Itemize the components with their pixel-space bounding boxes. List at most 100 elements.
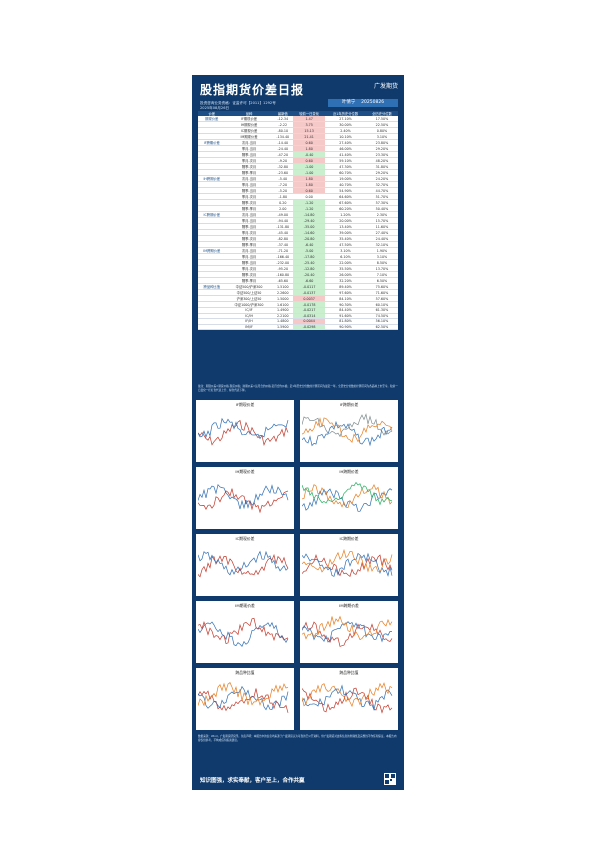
cell-chg: 1.80 [293, 181, 326, 188]
cell-p1: 54.90% [325, 187, 366, 194]
cell-chg: -1.20 [293, 199, 326, 206]
cell-chg: 0.0044 [293, 318, 326, 325]
cell-group: IH跨期价差 [198, 175, 226, 182]
series-line [302, 553, 393, 577]
cell-name: 隔季-次月 [225, 271, 273, 278]
chart-title: IC期现价差 [235, 536, 255, 541]
table-row: 隔季-季月 -23.60 -1.00 60.70% 29.20% [198, 169, 398, 176]
cell-v: 1.5100 [272, 283, 294, 290]
cell-name: 沪深300/上证50 [225, 295, 273, 302]
cell-chg: -6.60 [293, 277, 326, 284]
series-line [302, 417, 393, 444]
cell-pa: 29.20% [365, 169, 398, 176]
cell-p1: 19.00% [325, 175, 366, 182]
table-row: 季月-次月 -1.80 0.00 64.60% 51.70% [198, 193, 398, 200]
cell-pa: 44.70% [365, 187, 398, 194]
report-date: 20250826 [361, 100, 385, 105]
cell-group [198, 151, 226, 158]
cell-pa: 48.20% [365, 157, 398, 164]
cell-name: 中证1000/沪深300 [225, 301, 273, 308]
report-sheet: 股指期货价差日报 广发期货 投资咨询业务资格：证监许可【2011】1292号 2… [192, 75, 404, 790]
cell-v: 2.2100 [272, 313, 294, 320]
col-header: 近1年历史分位数 [325, 111, 366, 116]
cell-p1: 97.60% [325, 289, 366, 296]
cell-pa: 8.50% [365, 259, 398, 266]
chart-panel: IC跨期价差 [300, 534, 398, 596]
chart-plot [198, 550, 289, 578]
cell-p1: 40.70% [325, 181, 366, 188]
series-line [198, 488, 289, 514]
chart-plot [302, 615, 393, 647]
cell-v: -80.10 [272, 127, 294, 134]
cell-group [198, 307, 226, 314]
cell-pa: 0.80% [365, 127, 398, 134]
cell-name: IF/IH [225, 318, 273, 325]
cell-name: 季月-当月 [225, 253, 273, 260]
meta-line-2: 2025年08月26日 [200, 106, 230, 110]
series-line [198, 688, 289, 713]
table-row: 跨品种比值 中证500/沪深300 1.5100 -0.0117 89.40% 75.60… [198, 283, 398, 290]
report-title: 股指期货价差日报 [200, 83, 305, 97]
table-row: IC/IH 2.2100 -0.0314 91.60% 74.50% [198, 313, 398, 320]
cell-v: -160.80 [272, 271, 294, 278]
cell-name: 次月-当月 [225, 247, 273, 254]
cell-pa: 71.60% [365, 289, 398, 296]
cell-name: 季月-次月 [225, 265, 273, 272]
table-row: 季月-当月 -7.20 1.80 40.70% 32.70% [198, 181, 398, 188]
series-line [302, 621, 392, 643]
cell-chg: 15.13 [293, 127, 326, 134]
cell-name: 中证500/上证50 [225, 289, 273, 296]
table-row: 隔季-次月 -160.80 -20.40 26.00% 7.10% [198, 271, 398, 278]
cell-pa: 23.30% [365, 151, 398, 158]
cell-p1: 22.00% [325, 259, 366, 266]
chart-title: IH期现价差 [235, 469, 255, 474]
cell-p1: 60.70% [325, 169, 366, 176]
slogan: 知识图强，求实奉献，客户至上，合作共赢 [200, 778, 305, 784]
table-header-row: 价差 品种 最新值 较前一日变化 近1年历史分位数 全历史分位数 [198, 111, 398, 116]
chart-panel: IM跨期价差 [300, 601, 398, 663]
col-header: 品种 [225, 111, 273, 116]
cell-group [198, 253, 226, 260]
cell-chg: -35.00 [293, 223, 326, 230]
series-line [198, 682, 289, 707]
cell-p1: 35.40% [325, 235, 366, 242]
cell-p1: 60.20% [325, 205, 366, 212]
cell-group [198, 199, 226, 206]
cell-v: -166.40 [272, 253, 294, 260]
table-row: 季月-当月 -166.40 -17.80 6.10% 3.10% [198, 253, 398, 260]
chart-plot [198, 417, 289, 446]
table-row: IH期现价差 -2.22 3.75 30.00% 22.50% [198, 121, 398, 128]
cell-pa: 17.50% [365, 116, 398, 122]
cell-group [198, 277, 226, 284]
cell-v: 1.6100 [272, 301, 294, 308]
chart-title: IH跨期价差 [339, 469, 359, 474]
cell-name: 次月-当月 [225, 175, 273, 182]
cell-pa: 3.10% [365, 253, 398, 260]
chart-plot [302, 413, 393, 447]
table-row: 季月-当月 -94.40 -29.40 20.00% 15.70% [198, 217, 398, 224]
table-row: IH跨期价差 次月-当月 -5.40 1.80 19.00% 24.20% [198, 175, 398, 182]
cell-pa: 62.50% [365, 324, 398, 331]
cell-chg: -1.00 [293, 163, 326, 170]
cell-group [198, 169, 226, 176]
cell-group [198, 187, 226, 194]
cell-chg: -17.80 [293, 253, 326, 260]
cell-chg: -20.40 [293, 271, 326, 278]
cell-pa: 11.60% [365, 223, 398, 230]
cell-v: -7.20 [272, 181, 294, 188]
cell-group: 跨品种比值 [198, 283, 226, 290]
cell-p1: 46.00% [325, 145, 366, 152]
series-line [198, 685, 289, 711]
cell-chg: -0.40 [293, 151, 326, 158]
cell-chg: -1.00 [293, 169, 326, 176]
cell-chg: 1.80 [293, 145, 326, 152]
cell-pa: 6.50% [365, 277, 398, 284]
cell-chg: -0.0217 [293, 307, 326, 314]
cell-name: 季月-次月 [225, 193, 273, 200]
cell-chg: 0.60 [293, 139, 326, 146]
table-row: 隔季-当月 -232.00 -25.40 22.00% 8.50% [198, 259, 398, 266]
cell-name: 隔季-季月 [225, 277, 273, 284]
series-line [302, 488, 393, 512]
series-line [198, 483, 289, 510]
cell-pa: 1.90% [365, 247, 398, 254]
